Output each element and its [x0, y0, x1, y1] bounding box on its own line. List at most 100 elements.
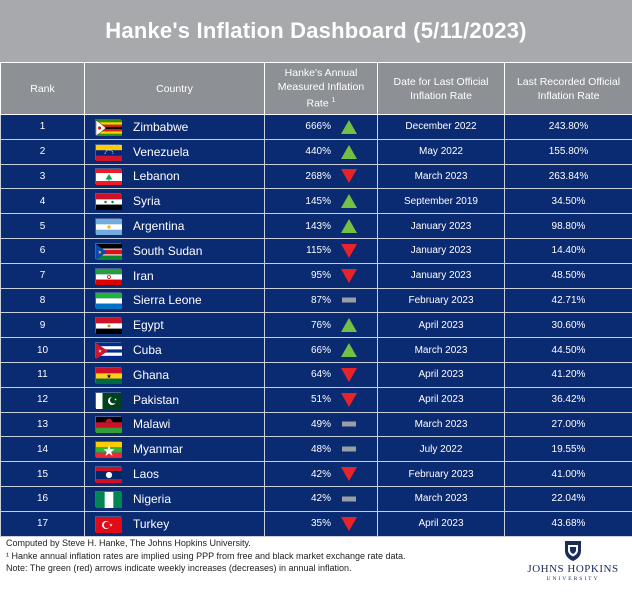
hanke-rate-value: 48%	[310, 443, 331, 455]
hanke-rate-cell: 42%	[264, 461, 378, 487]
hanke-rate-value: 143%	[305, 220, 331, 232]
rank-cell: 17	[0, 510, 85, 537]
iran-flag-icon	[95, 267, 122, 285]
rank-cell: 2	[0, 138, 85, 165]
country-name: Turkey	[133, 516, 170, 531]
official-date-cell: January 2023	[377, 262, 505, 289]
hanke-rate-cell: 143%	[264, 213, 378, 239]
nigeria-flag-icon	[95, 490, 122, 508]
official-rate-cell: 19.55%	[504, 436, 632, 463]
country-name: Egypt	[133, 318, 164, 333]
official-date-cell: July 2022	[377, 436, 505, 463]
rank-cell: 16	[0, 485, 85, 512]
hanke-rate-cell: 35%	[264, 510, 378, 537]
country-name: Myanmar	[133, 442, 184, 457]
up-arrow-icon	[341, 194, 357, 209]
table-header-row: Rank Country Hanke's Annual Measured Inf…	[0, 62, 632, 115]
country-cell: Syria	[84, 188, 265, 215]
rank-cell: 7	[0, 262, 85, 289]
logo-text-line1: JOHNS HOPKINS	[527, 563, 619, 575]
rank-cell: 12	[0, 386, 85, 413]
country-cell: Argentina	[84, 213, 265, 239]
hanke-rate-cell: 64%	[264, 361, 378, 388]
official-date-cell: March 2023	[377, 411, 505, 438]
official-rate-cell: 41.00%	[504, 461, 632, 487]
official-rate-cell: 36.42%	[504, 386, 632, 413]
country-name: Zimbabwe	[133, 119, 189, 134]
official-rate-cell: 98.80%	[504, 213, 632, 239]
myanmar-flag-icon	[95, 441, 122, 459]
table-row: 6 South Sudan 115% January 2023 14.40%	[0, 237, 632, 264]
official-rate-cell: 14.40%	[504, 237, 632, 264]
official-date-cell: February 2023	[377, 461, 505, 487]
official-rate-cell: 41.20%	[504, 361, 632, 388]
rank-cell: 10	[0, 337, 85, 363]
hanke-rate-cell: 115%	[264, 237, 378, 264]
hanke-rate-value: 49%	[310, 418, 331, 430]
country-cell: Cuba	[84, 337, 265, 363]
down-arrow-icon	[341, 268, 357, 283]
flat-bar-icon	[341, 417, 357, 431]
down-arrow-icon	[341, 243, 357, 258]
flat-bar-icon	[341, 442, 357, 456]
table-row: 4 Syria 145% September 2019 34.50%	[0, 188, 632, 215]
hanke-rate-value: 76%	[310, 319, 331, 331]
sierra-leone-flag-icon	[95, 292, 122, 310]
header-date-official: Date for Last Official Inflation Rate	[377, 62, 505, 115]
syria-flag-icon	[95, 193, 122, 211]
rank-cell: 1	[0, 114, 85, 140]
official-rate-cell: 263.84%	[504, 163, 632, 190]
zimbabwe-flag-icon	[95, 118, 122, 136]
table-row: 11 Ghana 64% April 2023 41.20%	[0, 361, 632, 388]
country-name: Argentina	[133, 219, 185, 234]
footer-footnote: ¹ Hanke annual inflation rates are impli…	[6, 550, 406, 561]
table-row: 13 Malawi 49% March 2023 27.00%	[0, 411, 632, 438]
country-name: Ghana	[133, 367, 170, 382]
hanke-rate-cell: 48%	[264, 436, 378, 463]
country-cell: Malawi	[84, 411, 265, 438]
official-date-cell: May 2022	[377, 138, 505, 165]
country-name: Nigeria	[133, 491, 172, 506]
official-rate-cell: 27.00%	[504, 411, 632, 438]
hanke-rate-value: 42%	[310, 493, 331, 505]
hanke-rate-cell: 66%	[264, 337, 378, 363]
footer-credit: Computed by Steve H. Hanke, The Johns Ho…	[6, 538, 251, 548]
country-name: Venezuela	[133, 144, 190, 159]
official-rate-cell: 243.80%	[504, 114, 632, 140]
hanke-rate-value: 64%	[310, 369, 331, 381]
rank-cell: 3	[0, 163, 85, 190]
rank-cell: 4	[0, 188, 85, 215]
country-name: South Sudan	[133, 243, 203, 258]
official-rate-cell: 48.50%	[504, 262, 632, 289]
hanke-rate-cell: 51%	[264, 386, 378, 413]
country-cell: Sierra Leone	[84, 287, 265, 314]
official-date-cell: March 2023	[377, 163, 505, 190]
inflation-table: Rank Country Hanke's Annual Measured Inf…	[0, 62, 632, 537]
dashboard-title: Hanke's Inflation Dashboard (5/11/2023)	[0, 0, 632, 62]
hanke-rate-cell: 666%	[264, 114, 378, 140]
hanke-rate-value: 440%	[305, 146, 331, 158]
hanke-rate-cell: 95%	[264, 262, 378, 289]
hanke-rate-cell: 76%	[264, 312, 378, 339]
header-last-official: Last Recorded Official Inflation Rate	[504, 62, 632, 115]
hanke-rate-cell: 268%	[264, 163, 378, 190]
shield-icon	[565, 541, 581, 561]
country-name: Laos	[133, 467, 160, 482]
egypt-flag-icon	[95, 317, 122, 335]
country-cell: Pakistan	[84, 386, 265, 413]
ghana-flag-icon	[95, 366, 122, 384]
country-name: Lebanon	[133, 169, 180, 184]
table-row: 17 Turkey 35% April 2023 43.68%	[0, 510, 632, 537]
cuba-flag-icon	[95, 342, 122, 360]
turkey-flag-icon	[95, 515, 122, 533]
official-date-cell: March 2023	[377, 485, 505, 512]
rank-cell: 5	[0, 213, 85, 239]
table-row: 12 Pakistan 51% April 2023 36.42%	[0, 386, 632, 413]
country-cell: Lebanon	[84, 163, 265, 190]
table-row: 5 Argentina 143% January 2023 98.80%	[0, 213, 632, 239]
table-row: 14 Myanmar 48% July 2022 19.55%	[0, 436, 632, 463]
header-rank: Rank	[0, 62, 85, 115]
down-arrow-icon	[341, 467, 357, 482]
official-rate-cell: 42.71%	[504, 287, 632, 314]
country-cell: South Sudan	[84, 237, 265, 264]
